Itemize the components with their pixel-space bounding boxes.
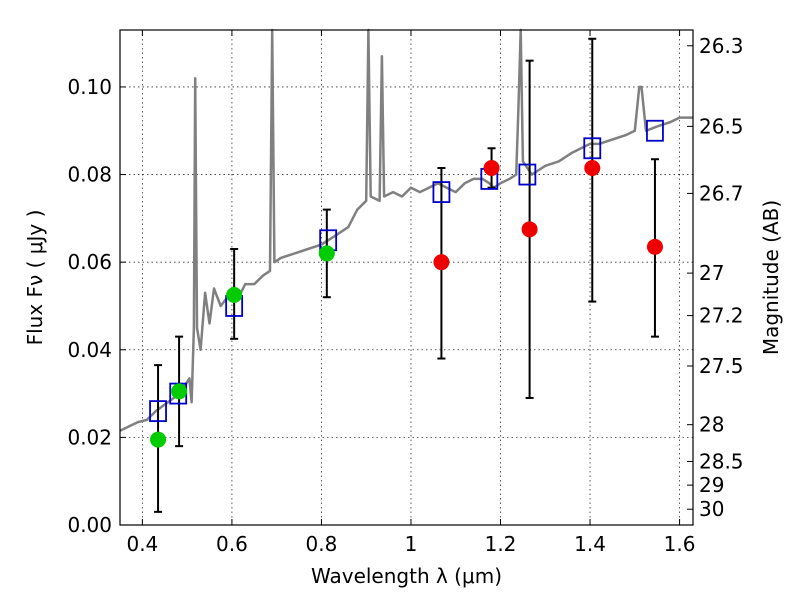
x-tick-label: 1 [405, 532, 418, 556]
detection-point [171, 383, 188, 400]
right-tick-label: 29 [699, 473, 724, 497]
y-tick-label: 0.08 [67, 163, 112, 187]
y-tick-label: 0.02 [67, 425, 112, 449]
upper-limit-point [521, 221, 538, 238]
upper-limit-point [584, 159, 601, 176]
markers [149, 119, 664, 448]
model-photometry-square [583, 137, 602, 160]
right-tick-label: 27.2 [699, 304, 744, 328]
model-photometry-square [432, 181, 451, 203]
right-tick-label: 30 [699, 497, 724, 521]
right-tick-label: 26.7 [699, 181, 744, 205]
right-tick-label: 26.5 [699, 114, 744, 138]
model-photometry-square [518, 163, 537, 186]
error-bars [154, 37, 659, 513]
ticks: 0.4 0.6 0.8 1 1.2 1.4 1.6 0.00 0.02 0.04 0.06 0.08 0… [67, 30, 744, 556]
x-tick-label: 0.8 [306, 532, 338, 556]
y-tick-label: 0.04 [67, 338, 112, 362]
y-axis-label: Flux Fν ( μJy ) [23, 210, 47, 346]
right-tick-label: 26.3 [699, 34, 744, 58]
grid-lines [120, 30, 693, 526]
x-tick-label: 1.2 [485, 532, 517, 556]
y-tick-label: 0.06 [67, 250, 112, 274]
y-tick-label: 0.10 [67, 75, 112, 99]
x-axis-label: Wavelength λ (μm) [311, 564, 502, 588]
detection-point [226, 287, 243, 304]
x-tick-label: 0.6 [216, 532, 248, 556]
model-photometry-square [149, 400, 167, 423]
upper-limit-point [433, 254, 450, 271]
sed-model-line [119, 28, 693, 432]
right-tick-label: 27.5 [699, 354, 744, 378]
y-axis-right-label: Magnitude (AB) [759, 200, 783, 355]
right-tick-label: 28 [699, 413, 724, 437]
x-tick-label: 0.4 [126, 532, 158, 556]
upper-limit-point [646, 238, 663, 255]
plot-frame [119, 29, 694, 526]
x-tick-label: 1.6 [664, 532, 696, 556]
sed-curve-layer [119, 28, 693, 432]
upper-limit-point [483, 159, 500, 176]
right-tick-label: 27 [699, 261, 724, 285]
model-photometry-square [646, 119, 664, 142]
right-tick-label: 28.5 [699, 449, 744, 473]
detection-point [318, 245, 335, 262]
x-tick-label: 1.4 [574, 532, 606, 556]
detection-point [150, 431, 167, 448]
y-tick-label: 0.00 [67, 513, 112, 537]
